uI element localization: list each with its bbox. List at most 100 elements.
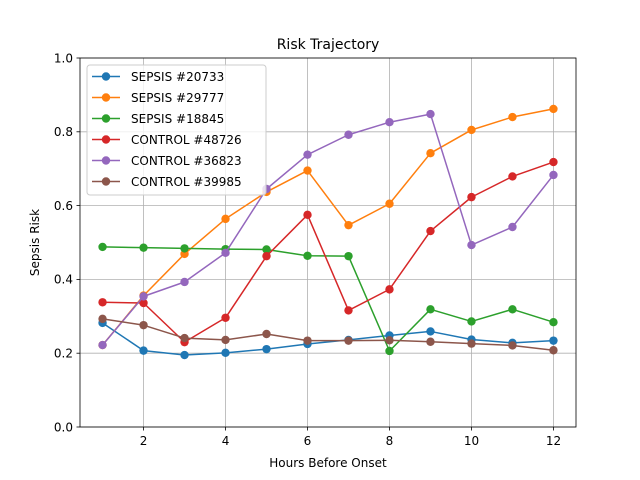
y-tick-label: 0.0	[54, 420, 73, 434]
data-point	[426, 149, 435, 158]
data-point	[508, 112, 517, 122]
data-point	[180, 350, 189, 360]
legend-label: SEPSIS #20733	[131, 70, 224, 84]
data-point	[221, 313, 230, 322]
x-axis-label: Hours Before Onset	[269, 456, 387, 470]
data-point	[303, 166, 312, 175]
y-tick-label: 0.6	[54, 199, 73, 213]
data-point	[303, 150, 312, 159]
data-point	[467, 192, 476, 202]
data-point	[344, 251, 353, 261]
data-point	[385, 285, 394, 294]
data-point	[98, 340, 107, 350]
data-point	[385, 336, 394, 345]
legend-marker	[101, 135, 111, 144]
data-point	[426, 337, 435, 346]
data-point	[426, 226, 435, 236]
data-point	[262, 245, 271, 254]
y-axis-label: Sepsis Risk	[28, 209, 42, 276]
series-line	[102, 318, 554, 351]
data-point	[344, 336, 353, 345]
legend-item: CONTROL #39985	[92, 175, 242, 189]
series-line	[102, 246, 554, 352]
data-point	[262, 251, 271, 261]
series-line	[101, 108, 554, 346]
y-tick-label: 0.8	[54, 125, 73, 139]
data-point	[221, 248, 230, 258]
data-point	[180, 244, 189, 253]
data-point	[549, 346, 558, 355]
legend-label: CONTROL #36823	[131, 154, 242, 168]
y-tick-label: 0.4	[54, 273, 73, 287]
legend-marker	[101, 156, 111, 165]
legend-label: CONTROL #39985	[131, 175, 242, 189]
data-point	[98, 242, 107, 252]
data-point	[98, 298, 107, 307]
data-point	[508, 172, 517, 181]
series-line	[101, 113, 555, 346]
data-point	[426, 109, 435, 119]
data-point	[426, 327, 435, 336]
data-point	[344, 130, 353, 139]
data-point	[262, 329, 271, 339]
plot-area-frame	[79, 57, 577, 428]
data-point	[344, 220, 353, 230]
data-point	[139, 292, 148, 301]
data-point	[385, 118, 394, 127]
data-point	[180, 277, 189, 287]
data-point	[262, 344, 271, 354]
legend: SEPSIS #20733 SEPSIS #29777 SEPSIS #18845 C…	[86, 64, 267, 196]
legend-marker	[101, 93, 111, 102]
series-6	[98, 314, 558, 355]
data-point	[549, 157, 558, 167]
data-point	[385, 199, 394, 208]
data-point	[508, 341, 517, 350]
data-point	[303, 210, 312, 220]
data-point	[467, 339, 476, 348]
x-tick-label: 6	[304, 434, 312, 448]
data-point	[98, 314, 107, 324]
series-line	[102, 322, 554, 356]
legend-marker	[101, 72, 111, 81]
legend-item: SEPSIS #29777	[92, 91, 224, 105]
x-tick-label: 8	[386, 434, 394, 448]
data-point	[344, 306, 353, 315]
data-point	[180, 333, 189, 343]
y-tick-label: 1.0	[54, 51, 73, 65]
data-point	[221, 214, 230, 224]
legend-items: SEPSIS #20733 SEPSIS #29777 SEPSIS #18845 C…	[92, 70, 242, 189]
legend-marker	[101, 177, 111, 186]
axis-ticks: 2 4 6 8 10 12 0.0 0.2 0.4 0.6 0.8 1.0	[54, 51, 561, 448]
data-point	[467, 125, 476, 135]
y-tick-label: 0.2	[54, 347, 73, 361]
series-5	[98, 109, 558, 350]
legend-label: SEPSIS #18845	[131, 112, 224, 126]
series-3	[98, 242, 558, 356]
legend-item: SEPSIS #18845	[92, 112, 224, 126]
legend-item: CONTROL #48726	[92, 133, 242, 147]
chart-title: Risk Trajectory	[277, 37, 380, 53]
data-point	[467, 317, 476, 326]
x-tick-label: 4	[222, 434, 230, 448]
data-point	[139, 298, 148, 308]
data-point	[139, 346, 148, 355]
data-point	[549, 104, 558, 114]
legend-frame	[86, 64, 267, 196]
data-point	[508, 222, 517, 232]
x-tick-label: 10	[464, 434, 479, 448]
data-point	[139, 243, 148, 252]
legend-marker	[101, 114, 111, 123]
series-group	[98, 104, 558, 360]
data-point	[467, 240, 476, 250]
data-point	[221, 348, 230, 358]
x-tick-label: 2	[140, 434, 148, 448]
data-point	[508, 305, 517, 314]
data-point	[139, 320, 148, 330]
data-point	[385, 346, 394, 356]
data-point	[549, 318, 558, 327]
legend-label: CONTROL #48726	[131, 133, 242, 147]
data-point	[303, 251, 312, 260]
data-point	[549, 336, 558, 345]
data-point	[303, 336, 312, 345]
